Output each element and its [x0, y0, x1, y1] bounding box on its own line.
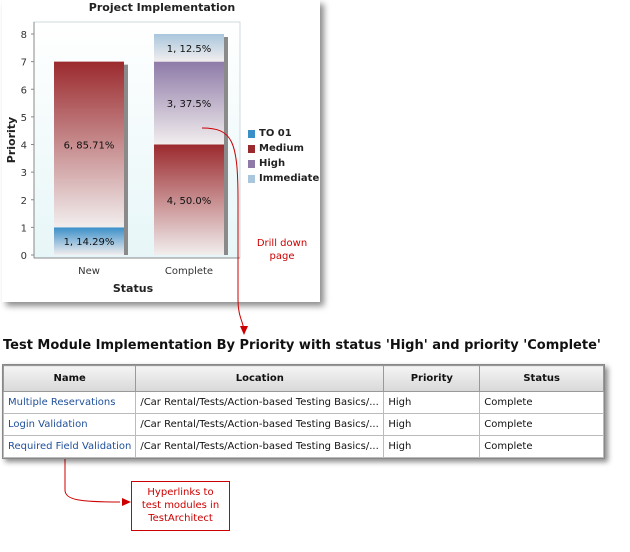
legend-label: High — [259, 158, 286, 169]
bar-segment — [54, 227, 124, 255]
legend-item: Immediate — [248, 171, 319, 186]
y-tick-label: 2 — [21, 196, 27, 207]
table-row: Required Field Validation /Car Rental/Te… — [2, 435, 604, 458]
bar-data-label: 6, 85.71% — [64, 141, 115, 152]
chart-panel: Project Implementation 0 1 2 3 4 5 6 7 8 Priority… — [2, 0, 320, 302]
priority-cell: High — [383, 391, 481, 414]
y-tick-label: 0 — [21, 251, 27, 262]
legend-label: Medium — [259, 143, 304, 154]
hyperlinks-annotation: Hyperlinks to test modules in TestArchit… — [131, 481, 230, 531]
bar-segment — [54, 61, 124, 228]
legend-swatch — [248, 174, 255, 183]
y-tick-label: 4 — [21, 141, 27, 152]
x-tick-label: Complete — [165, 266, 213, 277]
y-tick-label: 7 — [21, 58, 27, 69]
y-tick-label: 1 — [21, 223, 27, 234]
drill-down-arrowhead — [240, 326, 248, 335]
bar-shadow — [124, 64, 128, 255]
y-tick-label: 5 — [21, 113, 27, 124]
priority-cell: High — [383, 435, 481, 458]
legend-swatch — [248, 159, 255, 168]
column-header-location[interactable]: Location — [135, 365, 385, 392]
bar-data-label: 1, 12.5% — [167, 44, 212, 55]
priority-cell: High — [383, 413, 481, 436]
legend-swatch — [248, 129, 255, 138]
results-table: Name Location Priority Status Multiple R… — [2, 364, 605, 459]
test-module-link[interactable]: Login Validation — [2, 413, 137, 436]
x-tick-label: New — [78, 266, 100, 277]
x-axis-label: Status — [113, 282, 154, 295]
chart-legend: TO 01 Medium High Immediate — [248, 126, 319, 186]
legend-item: TO 01 — [248, 126, 319, 141]
column-header-name[interactable]: Name — [2, 365, 137, 392]
status-cell: Complete — [479, 391, 604, 414]
bar-segment — [154, 144, 224, 255]
legend-item: High — [248, 156, 319, 171]
y-axis-label: Priority — [5, 117, 18, 163]
bar-shadow — [224, 37, 228, 255]
chart-title: Project Implementation — [88, 1, 236, 14]
legend-label: TO 01 — [259, 128, 292, 139]
location-cell: /Car Rental/Tests/Action-based Testing B… — [135, 413, 385, 436]
legend-item: Medium — [248, 141, 319, 156]
legend-swatch — [248, 144, 255, 153]
status-cell: Complete — [479, 413, 604, 436]
hyperlinks-arrowhead — [122, 498, 131, 506]
table-row: Multiple Reservations /Car Rental/Tests/… — [2, 391, 604, 414]
bar-data-label: 4, 50.0% — [167, 196, 212, 207]
y-tick-label: 3 — [21, 168, 27, 179]
column-header-status[interactable]: Status — [479, 365, 604, 392]
status-cell: Complete — [479, 435, 604, 458]
drill-down-annotation: Drill down page — [256, 238, 308, 262]
location-cell: /Car Rental/Tests/Action-based Testing B… — [135, 391, 385, 414]
test-module-link[interactable]: Multiple Reservations — [2, 391, 137, 414]
bar-data-label: 1, 14.29% — [64, 237, 115, 248]
table-row: Login Validation /Car Rental/Tests/Actio… — [2, 413, 604, 436]
legend-label: Immediate — [259, 173, 320, 184]
drill-down-arrow-line — [201, 127, 245, 333]
location-cell: /Car Rental/Tests/Action-based Testing B… — [135, 435, 385, 458]
bar-segment — [154, 34, 224, 62]
hyperlinks-arrow-line — [64, 456, 121, 503]
y-tick-label: 6 — [21, 85, 27, 96]
bar-data-label: 3, 37.5% — [167, 99, 212, 110]
y-tick-label: 8 — [21, 30, 27, 41]
column-header-priority[interactable]: Priority — [383, 365, 481, 392]
table-header-row: Name Location Priority Status — [2, 365, 604, 392]
bar-segment — [154, 61, 224, 145]
stacked-bar-chart: 0 1 2 3 4 5 6 7 8 Priority Status 1, 14.29% 6, 85.71… — [5, 21, 241, 295]
section-title: Test Module Implementation By Priority w… — [3, 338, 601, 353]
test-module-link[interactable]: Required Field Validation — [2, 435, 137, 458]
